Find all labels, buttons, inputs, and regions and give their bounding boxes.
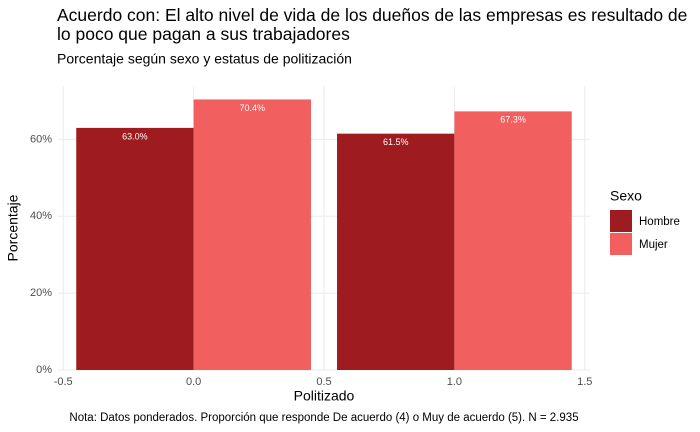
data-label: 67.3%: [500, 115, 526, 125]
x-tick-label: 1.0: [447, 376, 462, 388]
y-axis-label: Porcentaje: [5, 194, 21, 261]
bar: [337, 133, 455, 370]
legend-label: Mujer: [639, 239, 668, 251]
chart-title: Acuerdo con: El alto nivel de vida de lo…: [57, 5, 688, 44]
bar: [454, 111, 572, 370]
y-tick-label: 20%: [30, 287, 52, 299]
x-tick-label: 0.5: [316, 376, 331, 388]
x-tick-label: 0.0: [186, 376, 201, 388]
legend-swatch: [610, 210, 632, 232]
caption: Nota: Datos ponderados. Proporción que r…: [69, 412, 578, 424]
bar: [76, 127, 194, 370]
y-tick-label: 40%: [30, 210, 52, 222]
x-axis-label: Politizado: [294, 388, 355, 404]
y-tick-label: 0%: [36, 364, 52, 376]
bar: [193, 99, 311, 370]
y-tick-label: 60%: [30, 133, 52, 145]
data-label: 61.5%: [383, 137, 409, 147]
legend-label: Hombre: [639, 216, 680, 228]
x-tick-label: 1.5: [577, 376, 592, 388]
x-tick-label: -0.5: [54, 376, 73, 388]
data-label: 63.0%: [122, 131, 148, 141]
data-label: 70.4%: [240, 103, 266, 113]
legend-swatch: [610, 233, 632, 255]
chart-subtitle: Porcentaje según sexo y estatus de polit…: [57, 51, 352, 67]
legend-title: Sexo: [610, 188, 642, 204]
